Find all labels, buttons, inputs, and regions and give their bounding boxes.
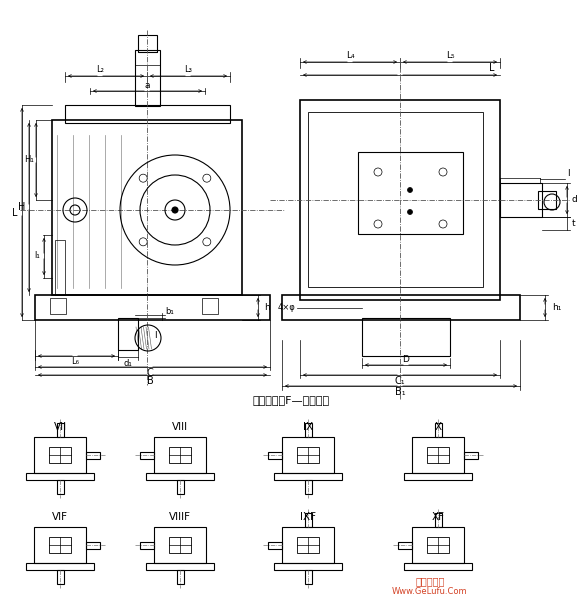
Bar	[57, 423, 64, 437]
Bar	[177, 480, 184, 494]
Text: d: d	[572, 195, 578, 204]
Bar	[268, 542, 282, 549]
Text: B: B	[147, 376, 154, 386]
Bar	[50, 298, 66, 314]
Text: L₄: L₄	[346, 51, 354, 60]
Text: IX: IX	[303, 422, 313, 432]
Bar	[412, 527, 464, 563]
Bar	[274, 473, 342, 480]
Bar	[135, 50, 160, 106]
Bar	[86, 452, 100, 459]
Text: d₁: d₁	[123, 359, 132, 367]
Bar	[154, 437, 206, 473]
Bar	[404, 473, 472, 480]
Circle shape	[407, 188, 413, 192]
Text: L₃: L₃	[184, 65, 192, 74]
Bar	[57, 480, 64, 494]
Bar	[404, 563, 472, 570]
Bar	[34, 437, 86, 473]
Text: VIF: VIF	[52, 512, 68, 522]
Bar	[177, 570, 184, 584]
Text: l₁: l₁	[34, 251, 40, 260]
Bar	[300, 100, 500, 300]
Text: H₁: H₁	[24, 156, 34, 165]
Bar	[140, 452, 154, 459]
Bar	[435, 513, 442, 527]
Bar	[138, 35, 157, 52]
Text: C: C	[147, 368, 154, 378]
Text: VII: VII	[54, 422, 66, 432]
Bar	[49, 537, 71, 553]
Text: 盖鲁图机械: 盖鲁图机械	[416, 576, 445, 586]
Text: 装配型式（F—带风扇）: 装配型式（F—带风扇）	[253, 395, 329, 405]
Bar	[500, 183, 542, 217]
Bar	[305, 513, 312, 527]
Text: VIII: VIII	[172, 422, 188, 432]
Bar	[34, 527, 86, 563]
Bar	[305, 480, 312, 494]
Bar	[55, 240, 65, 295]
Bar	[268, 452, 282, 459]
Bar	[427, 447, 449, 463]
Bar	[202, 298, 218, 314]
Text: B₁: B₁	[395, 387, 405, 397]
Bar	[140, 542, 154, 549]
Text: L₂: L₂	[96, 65, 104, 74]
Bar	[427, 537, 449, 553]
Bar	[169, 537, 191, 553]
Text: XF: XF	[431, 512, 445, 522]
Bar	[57, 570, 64, 584]
Text: h: h	[264, 303, 269, 312]
Text: VIIIF: VIIIF	[169, 512, 191, 522]
Text: l: l	[567, 169, 570, 178]
Bar	[305, 423, 312, 437]
Bar	[538, 191, 556, 209]
Bar	[282, 437, 334, 473]
Bar	[86, 542, 100, 549]
Bar	[169, 447, 191, 463]
Text: a: a	[144, 81, 150, 90]
Bar	[297, 447, 319, 463]
Bar	[26, 563, 94, 570]
Bar	[358, 152, 463, 234]
Bar	[49, 447, 71, 463]
Circle shape	[172, 207, 178, 213]
Bar	[52, 120, 242, 295]
Bar	[305, 570, 312, 584]
Text: Www.GeLufu.Com: Www.GeLufu.Com	[392, 587, 468, 596]
Bar	[146, 473, 214, 480]
Bar	[282, 527, 334, 563]
Text: H: H	[18, 202, 26, 212]
Text: X: X	[434, 422, 442, 432]
Text: L: L	[489, 63, 495, 73]
Text: 4×φ: 4×φ	[277, 303, 295, 312]
Text: L: L	[12, 208, 17, 218]
Bar	[154, 527, 206, 563]
Bar	[464, 452, 478, 459]
Bar	[435, 423, 442, 437]
Text: L₆: L₆	[71, 358, 79, 367]
Bar	[282, 295, 520, 320]
Bar	[274, 563, 342, 570]
Bar	[65, 105, 230, 123]
Text: h₁: h₁	[552, 303, 562, 312]
Text: D: D	[403, 356, 410, 364]
Text: C₁: C₁	[395, 376, 405, 386]
Bar	[297, 537, 319, 553]
Text: l: l	[154, 330, 157, 339]
Text: IXF: IXF	[300, 512, 316, 522]
Bar	[35, 295, 270, 320]
Bar	[398, 542, 412, 549]
Text: t: t	[572, 218, 576, 227]
Bar	[118, 318, 138, 350]
Bar	[412, 437, 464, 473]
Bar	[308, 112, 483, 287]
Bar	[146, 563, 214, 570]
Text: L₅: L₅	[446, 51, 455, 60]
Circle shape	[407, 209, 413, 215]
Bar	[26, 473, 94, 480]
Bar	[362, 318, 450, 356]
Text: b₁: b₁	[165, 308, 174, 317]
